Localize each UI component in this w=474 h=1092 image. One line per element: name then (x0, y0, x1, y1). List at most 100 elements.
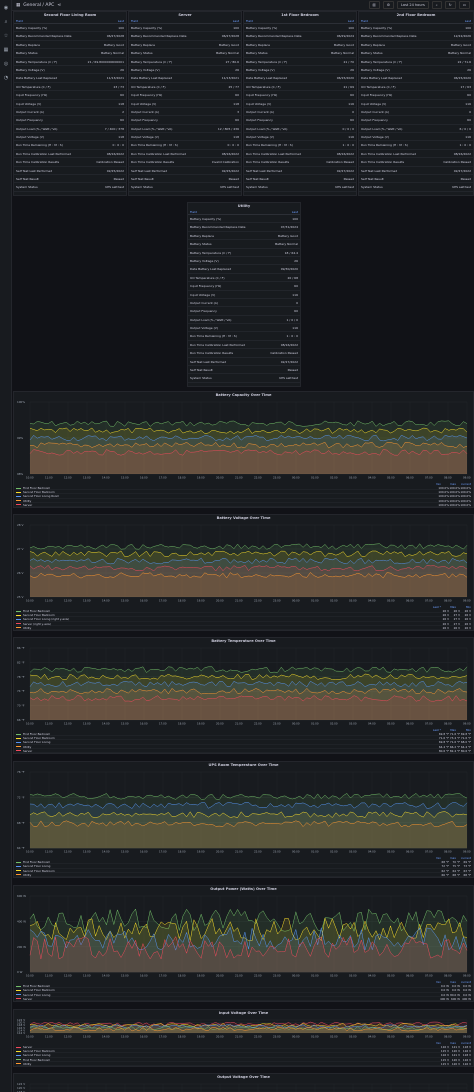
view-mode-button[interactable]: ▭ (458, 1, 470, 9)
legend-column-header[interactable]: Max (450, 728, 456, 732)
legend-column-header[interactable]: max (449, 1041, 456, 1045)
grafana-logo-icon[interactable]: ◉ (3, 5, 9, 11)
series-line[interactable] (29, 420, 468, 427)
column-header-last[interactable]: Last (117, 19, 124, 23)
series-line[interactable] (29, 802, 468, 809)
legend-item[interactable]: Second Floor Bedroom 115 V 120 V 116 V (16, 1049, 471, 1054)
column-header-last[interactable]: Last (291, 210, 298, 214)
series-line[interactable] (29, 935, 468, 960)
legend-item[interactable]: Second Floor Living 0.0 W 80.0 W 0.0 W (16, 993, 471, 997)
legend-item[interactable]: Second Floor Bedroom 100.0% 100.0% 100.0% (16, 490, 471, 495)
add-panel-button[interactable]: ▥ (368, 1, 380, 9)
legend-item[interactable]: First Floor Bedroom 100.0% 100.0% 100.0% (16, 486, 471, 491)
time-series-plot[interactable]: 100% 99% 98%10:00 11:00 12:00 13:00 14:00 15:00… (16, 400, 473, 480)
legend-item[interactable]: Server 400 W 600 W 400 W (16, 997, 471, 1001)
legend-item[interactable]: Server 116 V 121 V 118 V (16, 1045, 471, 1050)
legend-item[interactable]: Second Floor Bedroom 62 °F 64 °F 63 °F (16, 869, 471, 873)
series-line[interactable] (29, 811, 468, 818)
legend-item[interactable]: Server 100.0% 100.0% 100.0% (16, 503, 471, 507)
legend-column-header[interactable]: current (460, 856, 471, 861)
legend-column-header[interactable]: Min (466, 605, 471, 609)
legend-column-header[interactable]: current (460, 482, 471, 486)
time-picker[interactable]: Last 24 hours (396, 1, 429, 9)
series-line[interactable] (29, 688, 468, 695)
legend-column-header[interactable]: max (449, 980, 456, 985)
legend-item[interactable]: Second Floor Bedroom 26 V 27 V 26 V (16, 613, 471, 618)
legend-column-header[interactable]: Max (450, 605, 456, 609)
series-line[interactable] (29, 449, 468, 456)
legend-column-header[interactable]: Last * (432, 728, 441, 732)
legend-item[interactable]: Server 80.6 °F 82.4 °F 80.6 °F (16, 749, 471, 753)
time-series-plot[interactable]: 86 °F 82 °F 78 °F 74 °F 70 °F 66 °F10:00 11:00… (16, 646, 473, 726)
legend-item[interactable]: Server (right y-axis) 26 V 27 V 26 V (16, 622, 471, 626)
column-header-last[interactable]: Last (464, 19, 471, 23)
refresh-button[interactable]: ↻ (444, 1, 456, 9)
column-header-field[interactable]: Field (16, 19, 23, 23)
legend-item[interactable]: Utility 100.0% 100.0% 100.0% (16, 499, 471, 503)
column-header-field[interactable]: Field (246, 19, 253, 23)
series-line[interactable] (29, 564, 468, 572)
series-line[interactable] (29, 666, 468, 673)
series-line[interactable] (29, 680, 468, 688)
legend-item[interactable]: First Floor Bedroom 0.0 W 0.0 W 0.0 W (16, 984, 471, 989)
series-line[interactable] (29, 917, 468, 942)
legend-item[interactable]: First Floor Bedroom 26 V 26 V 26 V (16, 609, 471, 614)
legend-item[interactable]: First Floor Bedroom 115 V 120 V 116 V (16, 1058, 471, 1062)
legend-column-header[interactable]: min (435, 856, 441, 861)
legend-item[interactable]: First Floor Bedroom 68 °F 70 °F 69 °F (16, 860, 471, 865)
time-series-plot[interactable]: 76 °F 72 °F 68 °F 64 °F10:00 11:00 12:00 13:00… (16, 770, 473, 854)
time-series-plot[interactable]: 28 V 27 V 26 V 25 V10:00 11:00 12:00 13:00 14:0… (16, 523, 473, 603)
dashboards-icon[interactable]: ▦ (3, 47, 9, 53)
legend-column-header[interactable]: max (449, 482, 456, 486)
legend-column-header[interactable]: Min (466, 728, 471, 732)
series-line[interactable] (29, 572, 468, 579)
series-line[interactable] (29, 427, 468, 434)
legend-item[interactable]: Second Floor Living Room 100.0% 100.0% 100.… (16, 494, 471, 499)
series-line[interactable] (29, 1024, 468, 1029)
legend-column-header[interactable]: current (460, 1041, 471, 1045)
breadcrumb[interactable]: General / APC (23, 2, 55, 8)
legend-column-header[interactable]: min (435, 482, 441, 486)
legend-item[interactable]: Utility 26 V 26 V 26 V (16, 626, 471, 630)
column-header-field[interactable]: Field (190, 210, 197, 214)
explore-icon[interactable]: ◎ (3, 61, 9, 67)
series-line[interactable] (29, 908, 468, 933)
legend-item[interactable]: Utility 66 °F 68 °F 68 °F (16, 873, 471, 877)
settings-button[interactable]: ⚙ (382, 1, 394, 9)
legend-item[interactable]: First Floor Bedroom 69.8 °F 71.6 °F 69.8 °F (16, 732, 471, 737)
series-line[interactable] (29, 543, 468, 550)
search-icon[interactable]: ⌕ (4, 19, 8, 25)
legend-column-header[interactable]: max (449, 856, 456, 861)
column-header-last[interactable]: Last (347, 19, 354, 23)
legend-item[interactable]: Second Floor Living 69.8 °F 71.6 °F 68.0 °F (16, 740, 471, 745)
series-line[interactable] (29, 793, 468, 800)
series-line[interactable] (29, 1026, 468, 1032)
series-line[interactable] (29, 820, 468, 828)
zoom-out-button[interactable]: ⌕ (431, 1, 442, 9)
legend-item[interactable]: Second Floor Living (right y-axis) 26 V 27… (16, 617, 471, 622)
series-line[interactable] (29, 434, 468, 442)
series-line[interactable] (29, 695, 468, 702)
column-header-field[interactable]: Field (361, 19, 368, 23)
series-line[interactable] (30, 441, 468, 449)
alerting-icon[interactable]: ◔ (3, 75, 9, 81)
series-line[interactable] (29, 550, 468, 558)
column-header-field[interactable]: Field (131, 19, 138, 23)
legend-item[interactable]: Second Floor Living 72 °F 75 °F 73 °F (16, 864, 471, 869)
starred-icon[interactable]: ☆ (3, 33, 9, 39)
legend-item[interactable]: Second Floor Living 116 V 121 V 118 V (16, 1053, 471, 1058)
legend-item[interactable]: Utility 64.4 °F 66.2 °F 64.4 °F (16, 745, 471, 749)
legend-item[interactable]: Second Floor Bedroom 0.0 W 0.0 W 0.0 W (16, 988, 471, 993)
share-icon[interactable]: ⋖ (57, 2, 62, 8)
column-header-last[interactable]: Last (232, 19, 239, 23)
series-line[interactable] (29, 673, 468, 680)
legend-item[interactable]: Second Floor Bedroom 71.6 °F 73.4 °F 71.6 °… (16, 736, 471, 741)
legend-column-header[interactable]: Last * (432, 605, 441, 609)
series-line[interactable] (29, 1025, 468, 1031)
legend-column-header[interactable]: min (435, 1041, 441, 1045)
series-line[interactable] (29, 926, 468, 951)
legend-column-header[interactable]: current (460, 980, 471, 985)
legend-item[interactable]: Utility 115 V 120 V 116 V (16, 1062, 471, 1066)
